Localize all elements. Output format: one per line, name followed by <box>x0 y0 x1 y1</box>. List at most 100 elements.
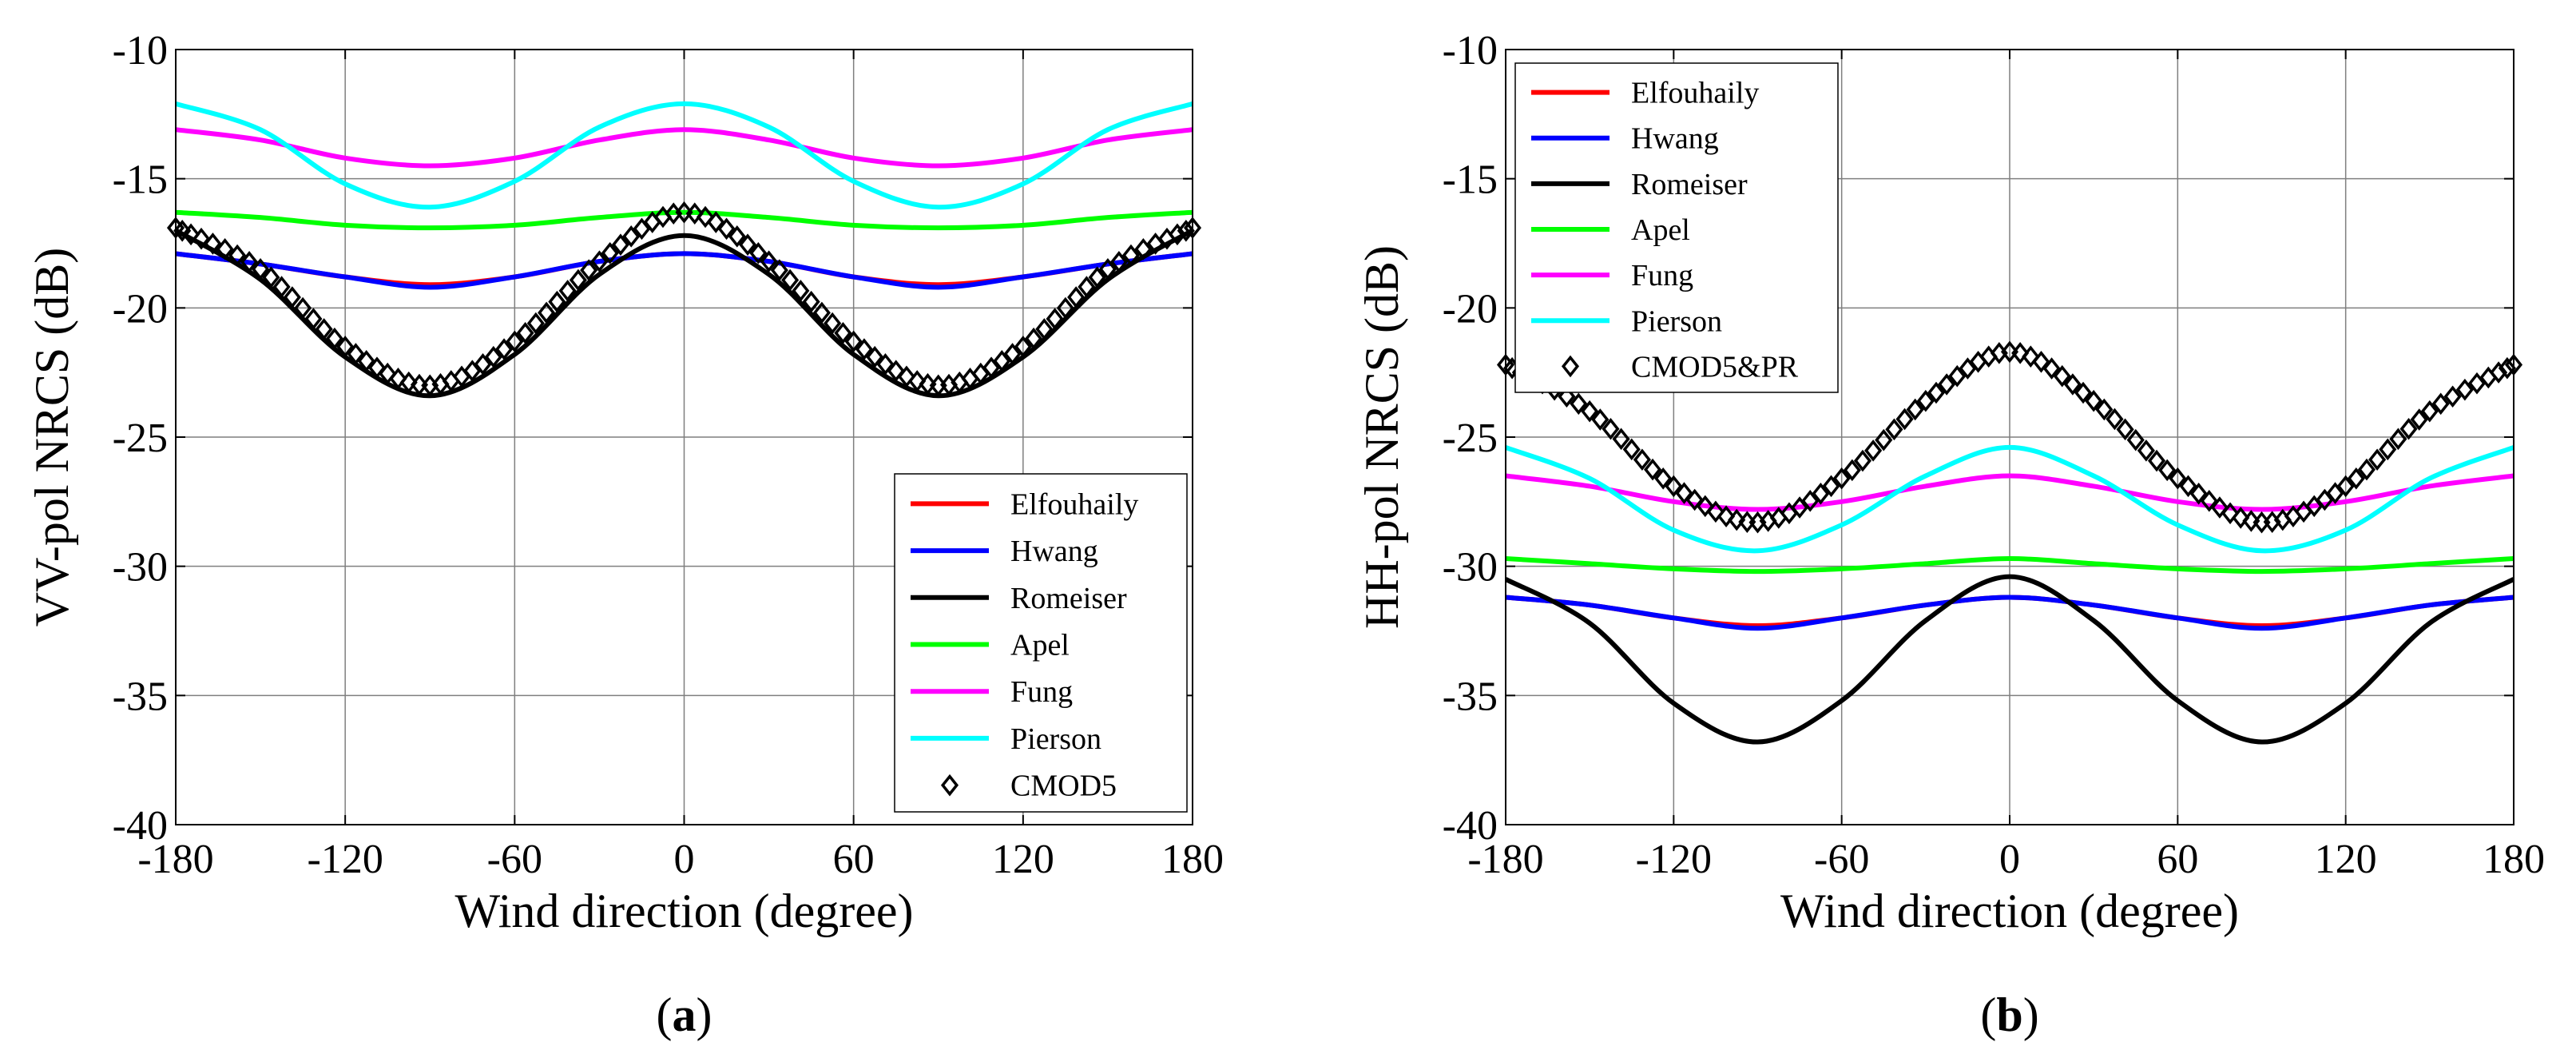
series-cmod5-pr-marker <box>1938 373 1956 396</box>
y-tick-label: -40 <box>113 803 168 849</box>
series-cmod5-marker <box>866 345 884 368</box>
series-cmod5-pr-marker <box>2011 342 2030 364</box>
y-tick-label: -30 <box>113 545 168 591</box>
legend-pierson-label: Pierson <box>1010 722 1101 756</box>
series-cmod5-marker <box>855 338 873 360</box>
legend-cmod5-pr-swatch <box>1561 355 1580 378</box>
series-cmod5-marker <box>580 259 598 281</box>
series-cmod5-pr-marker <box>2032 350 2050 373</box>
series-cmod5-pr-marker <box>2053 364 2071 388</box>
series-cmod5-marker <box>506 330 524 353</box>
series-cmod5-marker <box>696 205 715 229</box>
series-cmod5-marker <box>1088 266 1106 288</box>
series-cmod5-pr-marker <box>1822 475 1840 498</box>
x-tick-label: -180 <box>137 837 213 882</box>
series-fung-line <box>176 127 1193 169</box>
series-cmod5-marker <box>399 371 418 394</box>
series-cmod5-marker <box>601 241 619 264</box>
series-cmod5-pr-marker <box>1602 417 1620 440</box>
series-cmod5-marker <box>919 372 937 396</box>
series-cmod5-marker <box>993 349 1011 372</box>
x-tick-label: -120 <box>308 837 383 882</box>
series-cmod5-pr-marker <box>2137 439 2155 462</box>
series-cmod5-marker <box>1121 244 1140 267</box>
series-cmod5-marker <box>347 343 365 365</box>
series-cmod5-pr-marker <box>2420 400 2439 423</box>
legend-apel-label: Apel <box>1010 629 1070 662</box>
x-axis-label: Wind direction (degree) <box>1780 885 2239 937</box>
series-cmod5-pr-marker <box>1875 428 1893 451</box>
series-cmod5-marker <box>622 225 641 248</box>
series-cmod5-pr-marker <box>2063 373 2082 396</box>
legend-fung-label: Fung <box>1631 259 1693 292</box>
series-cmod5-pr-marker <box>2455 378 2474 401</box>
series-cmod5-marker <box>824 312 842 335</box>
series-cmod5-marker <box>749 241 768 264</box>
series-cmod5-pr-marker <box>2242 510 2260 532</box>
series-cmod5-pr-marker <box>2379 438 2397 461</box>
legend-apel-label: Apel <box>1631 213 1690 247</box>
legend-romeiser-label: Romeiser <box>1631 168 1748 201</box>
panel-label: (b) <box>1980 988 2038 1041</box>
series-cmod5-pr-marker <box>2095 398 2114 421</box>
series-cmod5-pr-marker <box>2336 475 2355 498</box>
series-cmod5-pr-marker <box>1591 408 1610 431</box>
series-cmod5-marker <box>325 327 343 350</box>
legend: Elfouhaily Hwang Romeiser Apel Fung Pierson CM… <box>1514 62 1839 393</box>
series-cmod5-marker <box>728 225 746 248</box>
x-tick-label: 60 <box>833 837 875 882</box>
series-hwang-line <box>1506 595 2514 631</box>
series-cmod5-pr-marker <box>2210 496 2229 519</box>
series-cmod5-marker <box>379 362 397 385</box>
series-cmod5-pr-marker <box>2106 408 2124 431</box>
chart-panel-b: -180 -120 -60 0 60 120 180 -10 -15 -20 -25 -30 -35 -4… <box>1355 28 2545 1041</box>
series-cmod5-marker <box>569 268 587 292</box>
series-cmod5-pr-marker <box>2399 417 2418 440</box>
series-cmod5-pr-markers <box>1496 340 2523 534</box>
series-cmod5-pr-marker <box>1853 449 1872 472</box>
y-tick-label: -35 <box>113 674 168 719</box>
series-cmod5-marker <box>1035 318 1054 340</box>
series-cmod5-pr-marker <box>2000 340 2019 364</box>
series-cmod5-pr-marker <box>1927 381 1946 404</box>
series-cmod5-marker <box>770 259 788 281</box>
series-cmod5-pr-marker <box>1612 428 1630 451</box>
series-cmod5-marker <box>897 365 916 388</box>
series-cmod5-marker <box>844 330 863 353</box>
legend-cmod5-pr-label: CMOD5&PR <box>1631 350 1799 384</box>
series-cmod5-marker <box>389 368 407 390</box>
series-cmod5-marker <box>887 360 905 382</box>
series-cmod5-marker <box>173 219 192 242</box>
series-cmod5-marker <box>707 211 725 233</box>
series-cmod5-marker <box>590 250 609 272</box>
series-hwang-line <box>176 251 1193 290</box>
series-layer <box>176 101 1193 399</box>
series-apel-line <box>176 209 1193 231</box>
series-cmod5-pr-marker <box>1728 508 1746 531</box>
series-cmod5-pr-marker <box>1885 418 1903 441</box>
series-cmod5-pr-marker <box>1685 488 1704 511</box>
series-cmod5-marker <box>484 345 502 368</box>
series-cmod5-pr-marker <box>1622 438 1641 461</box>
series-cmod5-pr-marker <box>2431 392 2450 416</box>
series-cmod5-pr-marker <box>1948 364 1967 388</box>
series-cmod5-pr-marker <box>1558 385 1576 408</box>
series-apel-line <box>1506 555 2514 575</box>
series-cmod5-marker <box>192 227 211 250</box>
series-cmod5-marker <box>812 301 831 324</box>
y-tick-label: -10 <box>1443 28 1498 74</box>
series-cmod5-marker <box>1177 219 1195 242</box>
x-tick-label: 0 <box>1999 837 2020 882</box>
series-cmod5-pr-marker <box>2467 372 2487 395</box>
series-fung-line <box>1506 473 2514 512</box>
series-cmod5-marker <box>315 318 333 340</box>
x-tick-label: -60 <box>1814 837 1869 882</box>
series-cmod5-marker <box>262 266 280 288</box>
x-tick-label: 60 <box>2157 837 2198 882</box>
series-cmod5-marker <box>474 353 492 376</box>
series-cmod5-pr-marker <box>2221 502 2240 525</box>
x-tick-label: 120 <box>992 837 1054 882</box>
series-cmod5-pr-marker <box>2085 389 2103 412</box>
series-cmod5-marker <box>182 223 200 246</box>
x-tick-label: 120 <box>2315 837 2377 882</box>
